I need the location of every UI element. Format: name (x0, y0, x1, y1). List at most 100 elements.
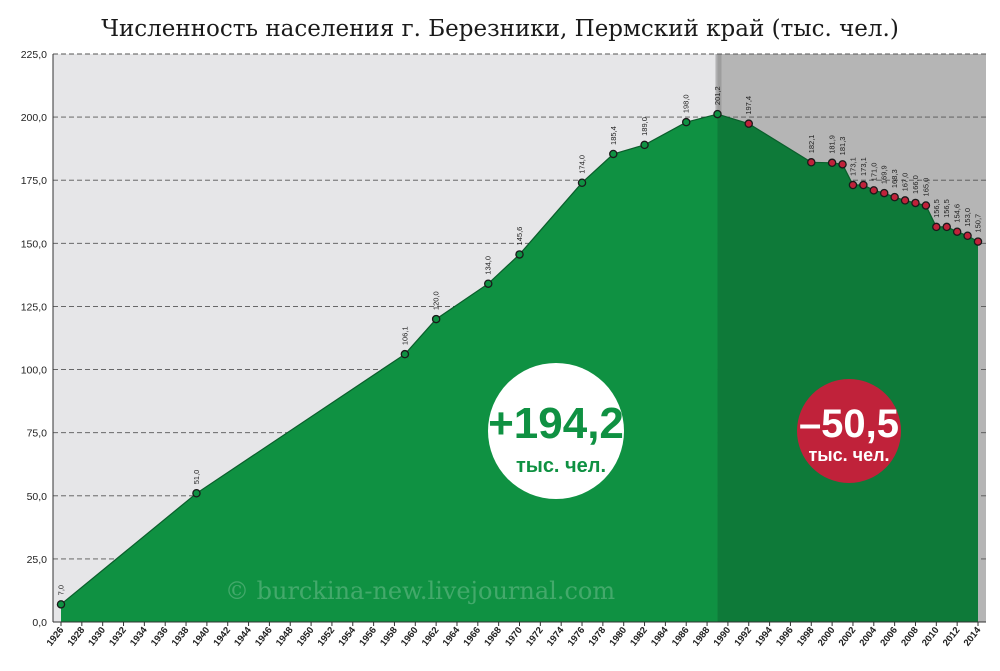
data-point-2001 (838, 160, 847, 169)
x-tick-label: 1970 (503, 625, 525, 648)
data-label-1992: 197,4 (744, 96, 753, 115)
x-tick-label: 1968 (482, 625, 504, 648)
x-tick-label: 1978 (587, 625, 609, 648)
growth-badge-unit: тыс. чел. (516, 455, 606, 477)
y-tick-label: 175,0 (21, 175, 47, 187)
data-label-1959: 106,1 (400, 326, 409, 345)
data-point-2012 (952, 227, 962, 236)
x-tick-label: 1974 (545, 625, 567, 649)
data-point-1970 (515, 250, 524, 259)
decline-badge: –50,5 тыс. чел. (797, 379, 901, 483)
data-point-2004 (869, 186, 879, 195)
x-tick-label: 1942 (211, 625, 233, 648)
data-point-2008 (911, 198, 920, 208)
y-tick-label: 75,0 (27, 428, 48, 440)
data-point-2006 (890, 192, 899, 202)
x-tick-label: 1954 (336, 625, 358, 649)
y-tick-label: 25,0 (27, 554, 48, 566)
x-tick-label: 1932 (107, 625, 129, 648)
data-point-1979 (609, 149, 618, 159)
data-markers (56, 109, 983, 609)
x-tick-label: 1996 (774, 625, 796, 648)
x-tick-label: 2012 (941, 625, 963, 648)
x-tick-label: 1982 (628, 625, 650, 648)
data-point-2005 (879, 188, 889, 198)
x-tick-label: 1992 (732, 625, 754, 648)
x-tick-label: 2010 (920, 625, 942, 648)
data-point-1926 (56, 600, 66, 609)
decline-badge-unit: тыс. чел. (808, 445, 889, 465)
data-point-1992 (744, 119, 754, 128)
x-tick-label: 1962 (420, 625, 442, 648)
x-tick-label: 1994 (753, 625, 775, 649)
y-tick-label: 150,0 (21, 238, 47, 250)
decline-area (717, 114, 978, 622)
data-point-2003 (859, 180, 868, 190)
x-tick-label: 1936 (149, 625, 171, 648)
data-point-1967 (483, 279, 493, 288)
data-label-2013: 153,0 (963, 208, 972, 227)
data-point-1982 (640, 140, 649, 150)
data-point-2014 (973, 237, 983, 246)
data-label-1979: 185,4 (609, 126, 618, 145)
x-tick-label: 2000 (816, 625, 838, 648)
data-label-1967: 134,0 (484, 256, 493, 275)
x-tick-label: 1944 (232, 625, 254, 649)
x-tick-label: 1988 (691, 625, 713, 648)
data-label-1926: 7,0 (57, 585, 66, 595)
x-tick-label: 1956 (357, 625, 379, 648)
data-label-2006: 168,3 (890, 169, 899, 188)
data-point-1962 (431, 314, 441, 324)
x-tick-label: 1990 (712, 625, 734, 648)
y-tick-label: 225,0 (21, 49, 47, 61)
x-tick-label: 1946 (253, 625, 275, 648)
decline-badge-value: –50,5 (799, 402, 899, 446)
data-point-2011 (942, 222, 951, 232)
growth-badge-circle (488, 363, 624, 499)
data-point-2013 (963, 231, 972, 241)
data-label-2002: 173,1 (848, 157, 857, 176)
data-point-1986 (681, 117, 691, 127)
data-point-1989 (713, 109, 722, 119)
data-label-2007: 167,0 (901, 173, 910, 192)
data-point-2007 (900, 196, 910, 205)
data-label-2000: 181,9 (828, 135, 837, 154)
data-label-2008: 166,0 (911, 175, 920, 194)
data-label-1982: 189,0 (640, 117, 649, 136)
y-tick-label: 125,0 (21, 301, 47, 313)
population-line (60, 113, 979, 605)
x-tick-label: 1928 (66, 625, 88, 648)
data-label-2012: 154,6 (953, 204, 962, 223)
data-label-2003: 173,1 (859, 157, 868, 176)
data-label-1970: 145,6 (515, 227, 524, 246)
data-point-1998 (807, 158, 816, 167)
y-tick-label: 50,0 (27, 491, 48, 503)
x-tick-label: 1976 (566, 625, 588, 648)
data-label-2001: 181,3 (838, 137, 847, 156)
x-tick-label: 2014 (962, 625, 984, 649)
data-label-1986: 198,0 (682, 94, 691, 113)
x-tick-label: 1984 (649, 625, 671, 649)
x-tick-label: 1938 (170, 625, 192, 648)
data-labels: 7,0 51,0 106,1 120,0 134,0 145,6 174,0 185,4 189… (57, 86, 983, 595)
y-tick-label: 200,0 (21, 112, 47, 124)
growth-badge: +194,2 тыс. чел. (488, 363, 624, 499)
data-label-2009: 165,0 (921, 178, 930, 197)
y-tick-label: 100,0 (21, 365, 47, 377)
growth-badge-value: +194,2 (488, 399, 624, 448)
x-tick-label: 1980 (607, 625, 629, 648)
x-tick-label: 1926 (45, 625, 67, 648)
data-point-2000 (827, 158, 837, 168)
data-point-2010 (932, 222, 941, 232)
x-tick-label: 1950 (295, 625, 317, 648)
x-tick-label: 2002 (837, 625, 859, 648)
x-tick-label: 1958 (378, 625, 400, 648)
data-label-1939: 51,0 (192, 470, 201, 485)
x-tick-label: 1960 (399, 625, 421, 648)
x-tick-label: 1972 (524, 625, 546, 648)
x-tick-label: 2006 (878, 625, 900, 648)
data-point-1939 (192, 489, 201, 498)
chart-title: Численность населения г. Березники, Перм… (101, 16, 899, 42)
data-label-2011: 156,5 (942, 199, 951, 218)
